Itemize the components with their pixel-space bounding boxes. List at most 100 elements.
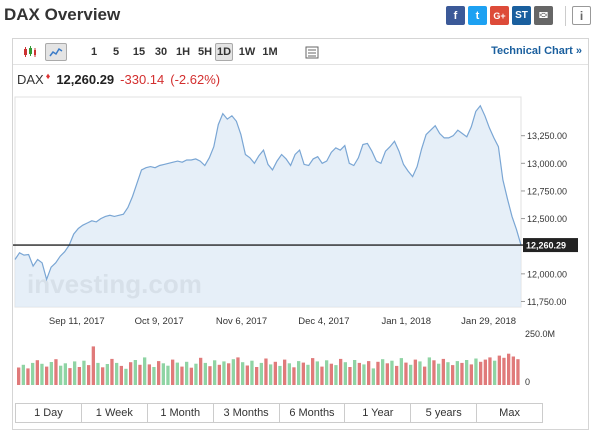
interval-button-1h[interactable]: 1H: [175, 46, 191, 58]
volume-bar: [348, 367, 352, 385]
twitter-icon[interactable]: t: [468, 6, 487, 25]
volume-bar: [129, 362, 133, 385]
volume-bar: [26, 368, 30, 385]
volume-bar: [474, 358, 478, 385]
volume-bar: [413, 359, 417, 385]
volume-bar: [287, 363, 291, 385]
page-header: DAX Overview f t G+ ST ✉ i: [0, 0, 595, 34]
range-button-1-year[interactable]: 1 Year: [345, 404, 412, 422]
area-chart-icon[interactable]: [45, 43, 67, 61]
interval-button-1m[interactable]: 1M: [262, 46, 278, 58]
interval-button-5h[interactable]: 5H: [197, 46, 213, 58]
volume-bar: [143, 357, 147, 385]
y-tick-label: 12,500.00: [527, 214, 567, 224]
quote-change-pct: (-2.62%): [170, 72, 221, 87]
volume-bar: [446, 362, 450, 385]
volume-bar: [82, 360, 86, 385]
volume-bar: [339, 358, 343, 385]
volume-bar: [469, 364, 473, 385]
volume-bar: [203, 362, 207, 385]
price-line: [14, 104, 522, 282]
range-button-max[interactable]: Max: [499, 407, 520, 419]
volume-bar: [334, 365, 338, 385]
interval-button-15[interactable]: 15: [132, 46, 146, 58]
price-chart[interactable]: investing.com13,250.0013,000.0012,750.00…: [13, 39, 588, 431]
volume-bar: [77, 367, 81, 385]
volume-bar: [180, 366, 184, 385]
stocktwits-icon[interactable]: ST: [512, 6, 531, 25]
interval-button-1d[interactable]: 1D: [215, 43, 233, 61]
volume-bar: [124, 368, 128, 385]
volume-bar: [371, 368, 375, 385]
volume-bar: [17, 367, 21, 385]
page-title: DAX Overview: [4, 5, 121, 24]
volume-bar: [166, 365, 170, 385]
y-tick-label: 13,000.00: [527, 159, 567, 169]
volume-bar: [227, 363, 231, 385]
range-button-1-day[interactable]: 1 Day: [16, 404, 82, 422]
volume-bar: [217, 364, 221, 385]
volume-bar: [171, 359, 175, 385]
info-icon[interactable]: i: [572, 6, 591, 25]
interval-button-30[interactable]: 30: [154, 46, 168, 58]
volume-bar: [418, 361, 422, 385]
volume-bar: [395, 365, 399, 385]
y-tick-label: 12,750.00: [527, 186, 567, 196]
volume-bar: [59, 365, 63, 385]
volume-bar: [362, 364, 366, 385]
quote-line: DAX ♦ 12,260.29 -330.14 (-2.62%): [17, 71, 221, 88]
y-tick-label: 11,750.00: [527, 297, 566, 307]
volume-bar: [301, 362, 305, 385]
volume-bar: [31, 362, 35, 385]
volume-bar: [119, 365, 123, 385]
volume-bar: [175, 362, 179, 385]
range-button-1-month[interactable]: 1 Month: [148, 404, 214, 422]
layout-icon[interactable]: [301, 43, 323, 61]
volume-bar: [381, 359, 385, 385]
volume-bar: [437, 363, 441, 385]
x-tick-label: Oct 9, 2017: [135, 316, 184, 327]
volume-bar: [185, 361, 189, 385]
volume-bar: [493, 360, 497, 385]
volume-bar: [343, 362, 347, 385]
volume-bar: [35, 360, 39, 385]
interval-button-1w[interactable]: 1W: [238, 46, 256, 58]
interval-button-1[interactable]: 1: [90, 46, 98, 58]
candlestick-icon[interactable]: [19, 43, 41, 61]
volume-bar: [208, 366, 212, 385]
volume-bar: [376, 361, 380, 385]
volume-bar: [259, 362, 263, 385]
volume-bar: [409, 364, 413, 385]
range-button-6-months[interactable]: 6 Months: [280, 404, 346, 422]
range-button-5-years[interactable]: 5 years: [411, 404, 478, 422]
volume-bar: [110, 358, 114, 385]
volume-bar: [231, 359, 235, 385]
volume-bar: [432, 360, 436, 385]
volume-bar: [357, 362, 361, 385]
range-button-1-week[interactable]: 1 Week: [82, 404, 148, 422]
volume-zero-label: 0: [525, 377, 530, 387]
volume-bar: [488, 357, 492, 385]
volume-bar: [427, 357, 431, 385]
chart-widget: 1 5 15 30 1H 5H 1D 1W 1M Technical Chart » DAX ♦…: [12, 38, 589, 430]
volume-bar: [502, 357, 506, 385]
technical-chart-link[interactable]: Technical Chart »: [491, 45, 582, 57]
volume-bar: [157, 361, 161, 385]
volume-bar: [255, 367, 259, 385]
volume-bar: [385, 363, 389, 385]
volume-bar: [245, 365, 249, 385]
volume-bar: [68, 368, 72, 385]
x-tick-label: Jan 1, 2018: [381, 316, 431, 327]
volume-bar: [390, 360, 394, 385]
delayed-marker-icon: ♦: [45, 71, 51, 81]
volume-bar: [399, 358, 403, 385]
interval-button-5[interactable]: 5: [112, 46, 120, 58]
volume-bar: [199, 357, 203, 385]
volume-bar: [73, 361, 77, 385]
email-icon[interactable]: ✉: [534, 6, 553, 25]
volume-bar: [194, 363, 198, 385]
google-plus-icon[interactable]: G+: [490, 6, 509, 25]
range-button-3-months[interactable]: 3 Months: [214, 404, 280, 422]
facebook-icon[interactable]: f: [446, 6, 465, 25]
volume-bar: [497, 355, 501, 385]
